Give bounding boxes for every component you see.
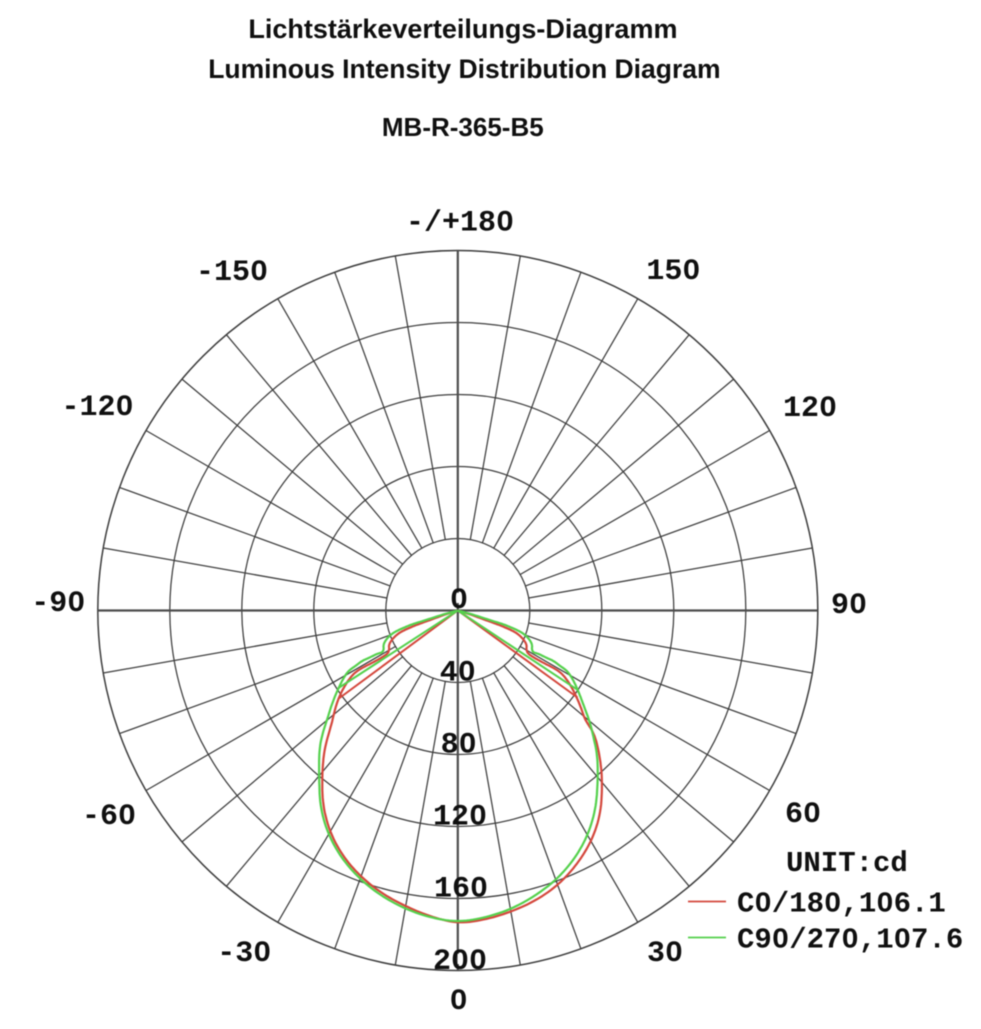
svg-text:80: 80 — [441, 729, 477, 763]
svg-text:-/+180: -/+180 — [406, 207, 514, 241]
svg-text:C0/180,106.1: C0/180,106.1 — [737, 888, 946, 921]
svg-text:40: 40 — [440, 657, 476, 691]
svg-text:MB-R-365-B5: MB-R-365-B5 — [382, 112, 544, 142]
svg-text:90: 90 — [831, 589, 867, 623]
svg-text:Lichtstärkeverteilungs-Diagram: Lichtstärkeverteilungs-Diagramm — [248, 14, 677, 44]
svg-text:-150: -150 — [196, 256, 268, 290]
svg-text:30: 30 — [647, 937, 683, 971]
svg-text:UNIT:cd: UNIT:cd — [786, 847, 908, 880]
svg-text:60: 60 — [785, 798, 821, 832]
svg-text:-120: -120 — [61, 391, 133, 425]
svg-text:Luminous Intensity Distributio: Luminous Intensity Distribution Diagram — [208, 54, 720, 84]
